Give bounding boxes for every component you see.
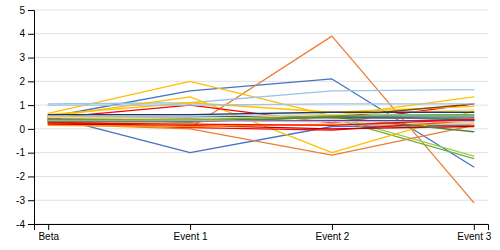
grid-line — [34, 200, 488, 201]
y-tick: 2 — [19, 76, 34, 87]
y-tick-mark — [28, 81, 34, 82]
y-tick-mark — [28, 105, 34, 106]
x-tick-mark — [474, 224, 475, 230]
y-axis-line — [28, 11, 35, 225]
lines — [48, 36, 474, 202]
y-tick-label: 5 — [19, 5, 25, 16]
series-line — [48, 104, 474, 123]
y-tick-mark — [28, 224, 34, 225]
series-line — [48, 90, 474, 104]
y-tick-mark — [28, 200, 34, 201]
x-tick-label: Event 2 — [315, 231, 349, 242]
series-line — [48, 116, 474, 156]
y-tick-mark — [28, 58, 34, 59]
plot-area: -4 -3 -2 -1 0 1 2 3 4 5 Beta Event 1 Event 2 Event 3 — [16, 5, 492, 242]
y-tick-label: 4 — [19, 28, 25, 39]
x-tick-label: Event 1 — [174, 231, 208, 242]
series-line — [48, 104, 474, 105]
y-tick-label: 0 — [19, 124, 25, 135]
series-line — [48, 103, 474, 115]
series-line — [48, 118, 474, 158]
x-tick: Event 1 — [174, 224, 208, 242]
y-tick: 3 — [19, 52, 34, 63]
grid — [34, 10, 488, 224]
y-tick: -3 — [16, 195, 34, 206]
series-line — [48, 119, 474, 125]
x-tick-label: Beta — [38, 231, 59, 242]
y-tick-label: 1 — [19, 100, 25, 111]
y-tick-mark — [28, 10, 34, 11]
y-tick: 1 — [19, 100, 34, 111]
y-tick: -4 — [16, 219, 34, 230]
y-tick-mark — [28, 176, 34, 177]
grid-line — [34, 33, 488, 34]
series-line — [48, 36, 474, 202]
chart: -4 -3 -2 -1 0 1 2 3 4 5 Beta Event 1 Event 2 Event 3 — [0, 0, 500, 250]
x-axis-line — [35, 225, 489, 231]
series-line — [48, 97, 474, 153]
grid-line — [34, 105, 488, 106]
grid-line — [34, 10, 488, 11]
y-tick-mark — [28, 34, 34, 35]
series-line — [48, 116, 474, 153]
x-axis: Beta Event 1 Event 2 Event 3 — [35, 224, 492, 242]
y-tick-mark — [28, 129, 34, 130]
series-line — [48, 79, 474, 167]
y-tick: -2 — [16, 171, 34, 182]
x-tick: Event 3 — [457, 224, 491, 242]
y-tick: -1 — [16, 147, 34, 158]
grid-line — [34, 57, 488, 58]
y-tick-label: -4 — [16, 219, 25, 230]
y-tick-label: -1 — [16, 147, 25, 158]
x-tick-mark — [332, 224, 333, 230]
y-axis: -4 -3 -2 -1 0 1 2 3 4 5 — [16, 5, 34, 230]
series-line — [48, 116, 474, 120]
y-tick-label: -3 — [16, 195, 25, 206]
y-tick-label: 2 — [19, 76, 25, 87]
series-line — [48, 81, 474, 115]
x-tick-label: Event 3 — [457, 231, 491, 242]
y-tick: 4 — [19, 28, 34, 39]
x-tick-mark — [48, 224, 49, 230]
grid-line — [34, 176, 488, 177]
y-tick-label: 3 — [19, 52, 25, 63]
series-line — [48, 110, 474, 120]
x-tick: Event 2 — [315, 224, 349, 242]
series-line — [48, 112, 474, 114]
x-tick: Beta — [38, 224, 59, 242]
x-tick-mark — [190, 224, 191, 230]
y-tick: 0 — [19, 124, 34, 135]
y-tick-label: -2 — [16, 171, 25, 182]
y-tick: 5 — [19, 5, 34, 16]
y-tick-mark — [28, 153, 34, 154]
grid-line — [34, 152, 488, 153]
